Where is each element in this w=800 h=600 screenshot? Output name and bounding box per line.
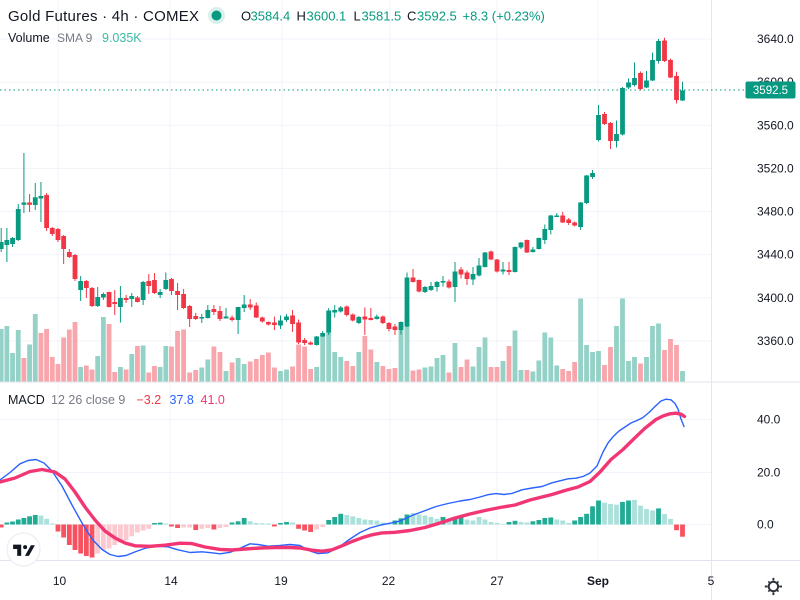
svg-text:22: 22 xyxy=(382,574,396,588)
svg-text:10: 10 xyxy=(53,574,67,588)
svg-text:40.0: 40.0 xyxy=(757,413,781,427)
svg-text:3360.0: 3360.0 xyxy=(757,334,794,348)
svg-text:O: O xyxy=(241,9,251,24)
svg-text:C: C xyxy=(407,9,416,24)
svg-text:3592.5: 3592.5 xyxy=(753,85,788,97)
svg-text:3592.5: 3592.5 xyxy=(417,9,457,24)
svg-text:19: 19 xyxy=(274,574,288,588)
svg-text:−3.2: −3.2 xyxy=(137,393,162,407)
svg-text:L: L xyxy=(354,9,361,24)
svg-text:SMA 9: SMA 9 xyxy=(57,31,93,45)
svg-text:12 26 close 9: 12 26 close 9 xyxy=(51,393,125,407)
svg-text:0.0: 0.0 xyxy=(757,518,774,532)
svg-text:3584.4: 3584.4 xyxy=(251,9,291,24)
svg-text:H: H xyxy=(297,9,306,24)
svg-text:3520.0: 3520.0 xyxy=(757,161,794,175)
svg-text:3581.5: 3581.5 xyxy=(362,9,402,24)
svg-text:3640.0: 3640.0 xyxy=(757,32,794,46)
svg-text:3600.1: 3600.1 xyxy=(307,9,347,24)
svg-text:20.0: 20.0 xyxy=(757,466,781,480)
svg-text:3400.0: 3400.0 xyxy=(757,291,794,305)
svg-text:5: 5 xyxy=(708,574,715,588)
svg-text:3480.0: 3480.0 xyxy=(757,205,794,219)
svg-text:Gold Futures · 4h · COMEX: Gold Futures · 4h · COMEX xyxy=(8,8,199,25)
svg-text:14: 14 xyxy=(164,574,178,588)
svg-text:37.8: 37.8 xyxy=(170,393,194,407)
svg-text:Volume: Volume xyxy=(8,31,50,45)
svg-text:41.0: 41.0 xyxy=(201,393,225,407)
svg-text:27: 27 xyxy=(490,574,504,588)
svg-text:Sep: Sep xyxy=(587,574,609,588)
svg-text:3440.0: 3440.0 xyxy=(757,248,794,262)
svg-text:3560.0: 3560.0 xyxy=(757,118,794,132)
svg-text:MACD: MACD xyxy=(8,393,45,407)
svg-text:+8.3 (+0.23%): +8.3 (+0.23%) xyxy=(463,9,545,24)
svg-text:9.035K: 9.035K xyxy=(102,31,142,45)
